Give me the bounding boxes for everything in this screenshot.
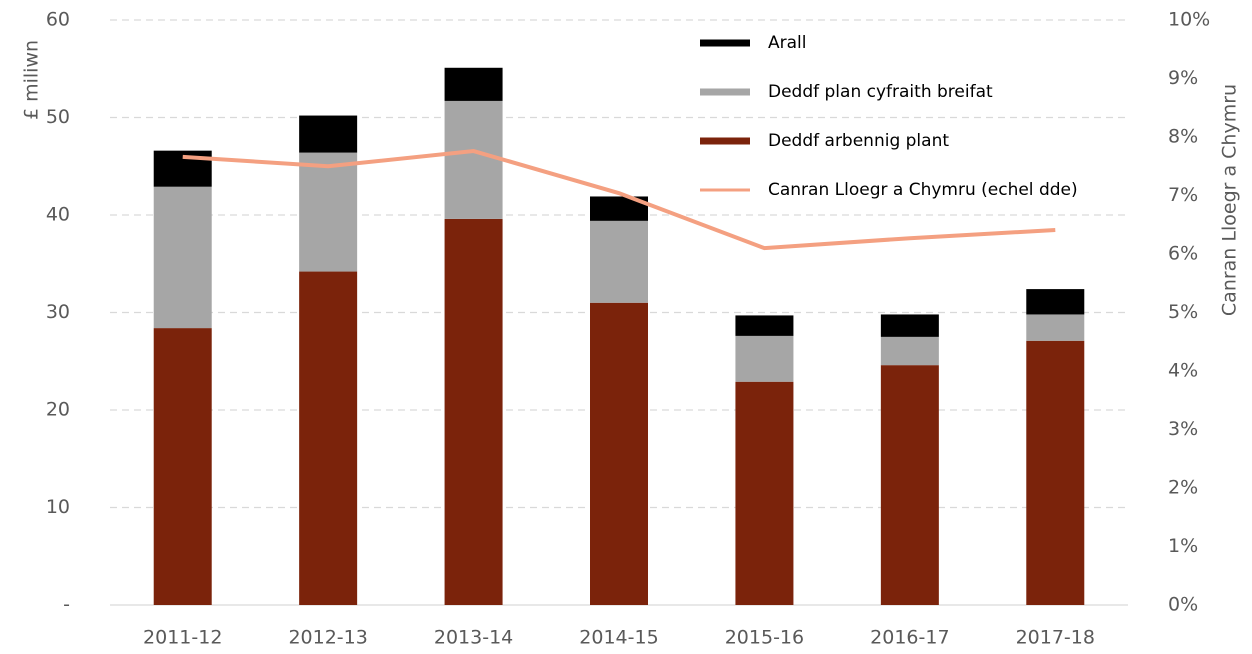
y-tick-label: - [63,594,70,616]
bar-segment [590,220,648,303]
bar-segment [590,302,648,605]
y-tick-label: 20 [46,399,70,421]
bar-segment [880,365,939,605]
y-tick-label: 60 [46,9,70,31]
y2-tick-label: 1% [1168,535,1198,557]
y2-tick-label: 4% [1168,360,1198,382]
bar-segment [880,314,939,337]
x-tick-label: 2014-15 [579,627,658,649]
bar-segment [299,115,358,153]
bar-segment [444,218,503,605]
legend-label: Arall [768,33,806,53]
y-axis-title: £ miliwn [21,40,43,120]
y-tick-label: 10 [46,496,70,518]
bar-segment [735,335,794,382]
y2-tick-label: 0% [1168,594,1198,616]
bar-segment [153,186,212,329]
x-tick-label: 2011-12 [143,627,222,649]
x-tick-label: 2016-17 [870,627,949,649]
legend-label: Deddf arbennig plant [768,131,949,151]
y2-tick-label: 2% [1168,477,1198,499]
y2-tick-label: 10% [1168,9,1210,31]
x-tick-label: 2013-14 [434,627,513,649]
y2-tick-label: 9% [1168,67,1198,89]
bar-segment [444,100,503,219]
bar-segment [444,67,503,101]
bar-segment [735,381,794,605]
y2-tick-label: 7% [1168,184,1198,206]
legend: Arall Deddf plan cyfraith breifat Deddf ar… [700,33,1078,200]
y2-tick-label: 3% [1168,418,1198,440]
y2-tick-label: 6% [1168,243,1198,265]
bar-segment [153,150,212,187]
bar-segment [1026,340,1085,605]
y2-axis-title: Canran Lloegr a Chymru [1219,84,1241,316]
legend-swatch [700,88,750,96]
bar-segment [299,152,358,272]
bar-segment [1026,289,1085,315]
bar-segment [299,271,358,605]
bar-segment [735,315,794,336]
legend-label: Canran Lloegr a Chymru (echel dde) [768,180,1078,200]
bar-segment [880,336,939,366]
x-tick-label: 2012-13 [288,627,367,649]
legend-swatch [700,137,750,145]
bar-segment [1026,314,1085,341]
legend-label: Deddf plan cyfraith breifat [768,82,993,102]
y-tick-label: 30 [46,301,70,323]
y-tick-label: 50 [46,106,70,128]
legend-swatch [700,39,750,47]
bar-segment [153,328,212,605]
x-tick-label: 2015-16 [725,627,804,649]
line-series [182,149,1056,251]
y2-tick-label: 5% [1168,301,1198,323]
x-tick-label: 2017-18 [1016,627,1095,649]
y2-tick-label: 8% [1168,126,1198,148]
y-tick-label: 40 [46,204,70,226]
